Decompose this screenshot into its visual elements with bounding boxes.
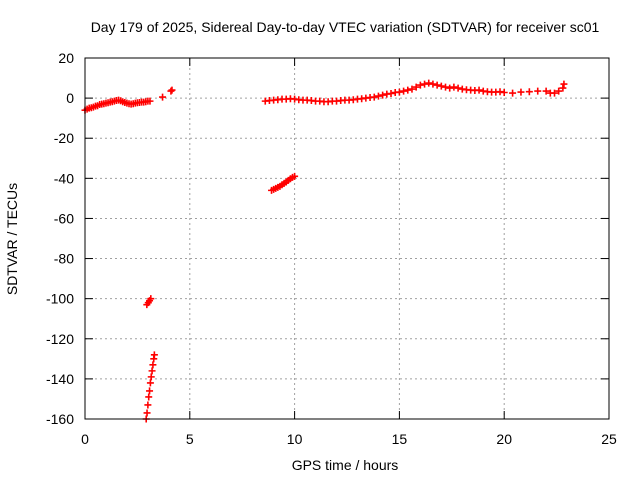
data-point	[146, 97, 154, 105]
data-point	[560, 80, 568, 88]
y-tick-label: -60	[54, 210, 74, 226]
y-tick-label: 0	[66, 90, 74, 106]
data-point	[145, 393, 153, 401]
data-point	[167, 87, 175, 95]
x-axis-label: GPS time / hours	[292, 457, 399, 473]
x-tick-label: 20	[496, 431, 512, 447]
plot-frame	[84, 57, 610, 420]
x-tick-label: 10	[287, 431, 303, 447]
data-point	[525, 88, 533, 96]
data-point	[429, 80, 437, 88]
data-point	[454, 84, 462, 92]
data-point	[400, 87, 408, 95]
data-point	[143, 409, 151, 417]
x-tick-label: 15	[392, 431, 408, 447]
data-point	[147, 295, 155, 303]
data-point	[496, 88, 504, 96]
data-point	[437, 82, 445, 90]
y-tick-label: -40	[54, 170, 74, 186]
x-axis-ticks: 0 5 10 15 20 25	[81, 58, 617, 447]
y-tick-label: -160	[46, 411, 74, 427]
data-point	[379, 91, 387, 99]
y-tick-label: -100	[46, 291, 74, 307]
data-point	[149, 361, 157, 369]
data-point	[425, 79, 433, 87]
data-point	[147, 373, 155, 381]
data-point	[509, 89, 517, 97]
data-point	[395, 88, 403, 96]
data-point	[408, 85, 416, 93]
y-tick-label: -20	[54, 130, 74, 146]
data-point	[416, 81, 424, 89]
chart-title: Day 179 of 2025, Sidereal Day-to-day VTE…	[91, 19, 600, 35]
data-point	[534, 87, 542, 95]
data-point	[168, 86, 176, 94]
y-tick-label: -120	[46, 331, 74, 347]
data-point	[433, 81, 441, 89]
data-point	[146, 387, 154, 395]
y-tick-label: -140	[46, 371, 74, 387]
y-axis-label: SDTVAR / TECUs	[4, 183, 20, 295]
data-point	[159, 93, 167, 101]
data-point	[442, 83, 450, 91]
data-point	[450, 83, 458, 91]
data-point	[421, 80, 429, 88]
data-point	[370, 93, 378, 101]
data-point	[404, 86, 412, 94]
data-point	[412, 83, 420, 91]
data-point	[291, 172, 299, 180]
data-point	[144, 401, 152, 409]
data-point	[542, 87, 550, 95]
data-points	[81, 79, 568, 423]
data-point	[150, 351, 158, 359]
data-point	[517, 88, 525, 96]
data-point	[446, 84, 454, 92]
data-point	[500, 88, 508, 96]
data-point	[555, 87, 563, 95]
data-point	[559, 84, 567, 92]
data-point	[146, 379, 154, 387]
data-point	[551, 89, 559, 97]
x-tick-label: 0	[81, 431, 89, 447]
x-tick-label: 5	[186, 431, 194, 447]
x-tick-label: 25	[601, 431, 617, 447]
data-point	[148, 367, 156, 375]
y-tick-label: 20	[58, 50, 74, 66]
data-point	[374, 92, 382, 100]
data-point	[475, 86, 483, 94]
y-axis-ticks: -160 -140 -120 -100 -80 -60 -40 -20 0 20	[46, 50, 609, 427]
data-point	[387, 89, 395, 97]
y-tick-label: -80	[54, 251, 74, 267]
grid	[85, 58, 609, 419]
